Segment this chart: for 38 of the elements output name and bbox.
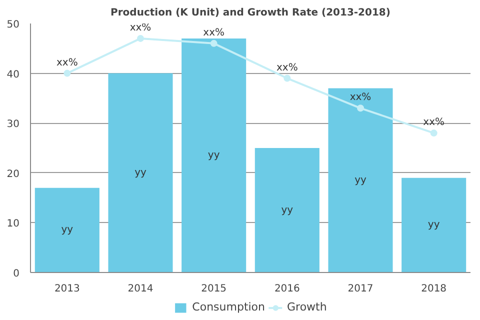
data-label: yy xyxy=(281,204,294,216)
data-label: yy xyxy=(428,220,440,231)
x-tick-label: 2017 xyxy=(348,284,374,294)
x-tick-label: 2014 xyxy=(128,284,154,294)
chart-title: Production (K Unit) and Growth Rate (2013-2018) xyxy=(110,8,390,18)
bar xyxy=(34,188,100,272)
bar xyxy=(254,148,320,272)
data-label: xx% xyxy=(276,62,298,74)
bar xyxy=(182,38,246,272)
point xyxy=(137,34,144,42)
y-tick-label: 10 xyxy=(6,218,20,230)
y-tick-label: 0 xyxy=(13,268,20,280)
x-tick-label: 2016 xyxy=(274,284,300,294)
point xyxy=(430,130,438,137)
point xyxy=(284,74,291,82)
y-tick-label: 20 xyxy=(6,168,20,180)
data-label: yy xyxy=(208,150,220,161)
data-label: yy xyxy=(61,224,74,236)
y-tick-label: 50 xyxy=(6,20,20,30)
data-label: yy xyxy=(354,174,366,186)
point xyxy=(64,70,71,77)
legend-label: Consumption xyxy=(192,300,266,314)
point xyxy=(357,104,364,112)
y-tick-label: 30 xyxy=(6,119,20,130)
bar xyxy=(402,178,466,272)
bar xyxy=(328,88,393,272)
data-label: yy xyxy=(134,167,146,178)
data-label: xx% xyxy=(350,92,372,104)
data-label: xx% xyxy=(56,57,78,68)
x-tick-label: 2015 xyxy=(201,284,227,294)
data-label: xx% xyxy=(423,117,445,128)
x-tick-label: 2013 xyxy=(54,284,80,294)
bar xyxy=(108,73,173,272)
point xyxy=(210,40,218,47)
y-tick-label: 40 xyxy=(6,69,20,80)
data-label: xx% xyxy=(203,27,225,38)
legend-label: Growth xyxy=(287,300,327,314)
x-tick-label: 2018 xyxy=(421,284,447,294)
